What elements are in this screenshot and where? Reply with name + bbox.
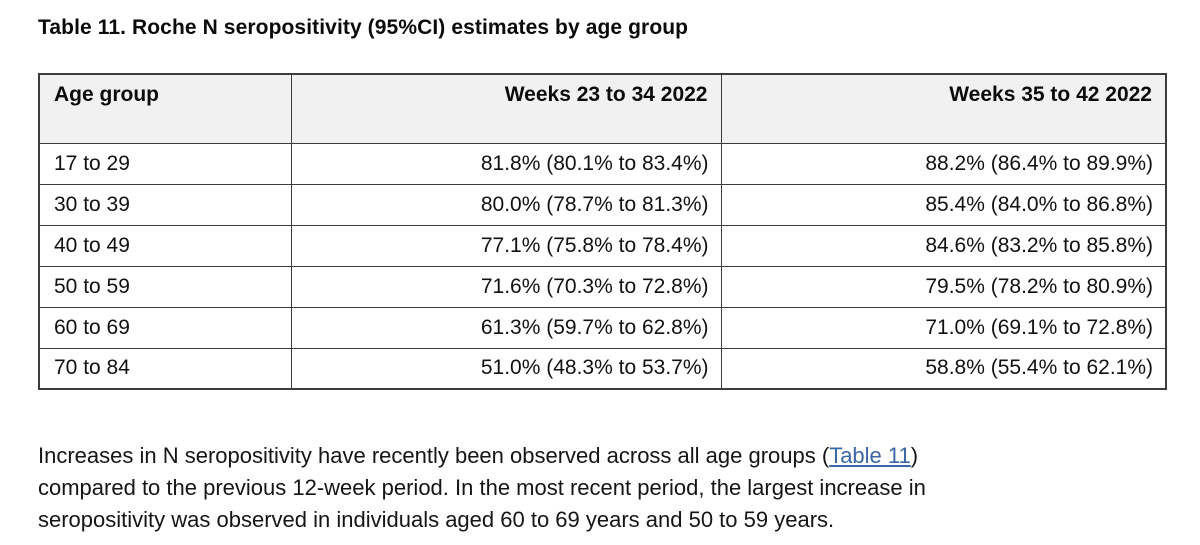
estimate-cell-weeks-35-42: 58.8% (55.4% to 62.1%) — [720, 347, 1167, 390]
estimate-cell-weeks-23-34: 71.6% (70.3% to 72.8%) — [290, 265, 722, 308]
table-row: 40 to 49 77.1% (75.8% to 78.4%) 84.6% (8… — [38, 224, 1167, 267]
page-title: Table 11. Roche N seropositivity (95%CI)… — [38, 16, 689, 39]
summary-line-3: seropositivity was observed in individua… — [38, 507, 835, 532]
table-row: 30 to 39 80.0% (78.7% to 81.3%) 85.4% (8… — [38, 183, 1167, 226]
table-row: 17 to 29 81.8% (80.1% to 83.4%) 88.2% (8… — [38, 142, 1167, 185]
table-11-link[interactable]: Table 11 — [829, 443, 911, 468]
age-group-cell: 70 to 84 — [38, 347, 292, 390]
estimate-cell-weeks-23-34: 61.3% (59.7% to 62.8%) — [290, 306, 722, 349]
estimate-cell-weeks-23-34: 51.0% (48.3% to 53.7%) — [290, 347, 722, 390]
estimate-cell-weeks-35-42: 85.4% (84.0% to 86.8%) — [720, 183, 1167, 226]
estimate-cell-weeks-35-42: 71.0% (69.1% to 72.8%) — [720, 306, 1167, 349]
table-row: 50 to 59 71.6% (70.3% to 72.8%) 79.5% (7… — [38, 265, 1167, 308]
summary-line-2: compared to the previous 12-week period.… — [38, 475, 926, 500]
table-header-row: Age group Weeks 23 to 34 2022 Weeks 35 t… — [38, 73, 1167, 144]
estimate-cell-weeks-35-42: 84.6% (83.2% to 85.8%) — [720, 224, 1167, 267]
estimate-cell-weeks-35-42: 79.5% (78.2% to 80.9%) — [720, 265, 1167, 308]
column-header-weeks-23-34: Weeks 23 to 34 2022 — [290, 73, 722, 144]
summary-text-before-link: Increases in N seropositivity have recen… — [38, 443, 830, 468]
age-group-cell: 17 to 29 — [38, 142, 292, 185]
column-header-age-group: Age group — [38, 73, 292, 144]
summary-text-after-link: ) — [910, 443, 919, 468]
summary-line-1: Increases in N seropositivity have recen… — [38, 440, 1188, 472]
table-row: 70 to 84 51.0% (48.3% to 53.7%) 58.8% (5… — [38, 347, 1167, 390]
age-group-cell: 50 to 59 — [38, 265, 292, 308]
column-header-weeks-35-42: Weeks 35 to 42 2022 — [720, 73, 1167, 144]
age-group-cell: 40 to 49 — [38, 224, 292, 267]
summary-paragraph: Increases in N seropositivity have recen… — [38, 440, 1188, 536]
seropositivity-table: Age group Weeks 23 to 34 2022 Weeks 35 t… — [38, 73, 1167, 390]
age-group-cell: 30 to 39 — [38, 183, 292, 226]
age-group-cell: 60 to 69 — [38, 306, 292, 349]
estimate-cell-weeks-23-34: 81.8% (80.1% to 83.4%) — [290, 142, 722, 185]
estimate-cell-weeks-23-34: 77.1% (75.8% to 78.4%) — [290, 224, 722, 267]
estimate-cell-weeks-23-34: 80.0% (78.7% to 81.3%) — [290, 183, 722, 226]
estimate-cell-weeks-35-42: 88.2% (86.4% to 89.9%) — [720, 142, 1167, 185]
table-row: 60 to 69 61.3% (59.7% to 62.8%) 71.0% (6… — [38, 306, 1167, 349]
